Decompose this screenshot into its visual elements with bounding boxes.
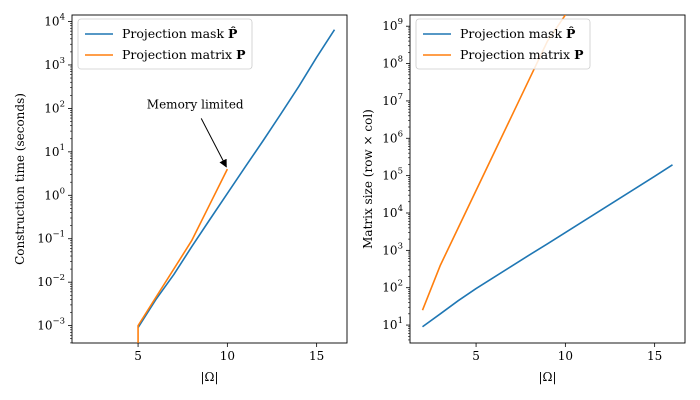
y-axis-label: Matrix size (row × col) xyxy=(361,109,375,249)
x-tick-label: 5 xyxy=(472,349,480,363)
x-tick-label: 15 xyxy=(309,349,324,363)
legend: Projection mask P̂ Projection matrix P xyxy=(77,18,253,70)
y-tick-label: 108 xyxy=(382,55,403,71)
legend-label: Projection matrix P xyxy=(460,47,584,62)
x-axis-label: |Ω| xyxy=(200,370,218,384)
legend: Projection mask P̂ Projection matrix P xyxy=(415,18,591,70)
y-tick-label: 10−2 xyxy=(37,273,65,289)
x-tick-label: 10 xyxy=(220,349,235,363)
y-tick-label: 10−1 xyxy=(37,230,65,246)
y-tick-label: 102 xyxy=(382,279,403,295)
annotation-text: Memory limited xyxy=(147,97,244,111)
x-tick-label: 15 xyxy=(647,349,662,363)
y-tick-label: 101 xyxy=(382,316,403,332)
y-tick-label: 101 xyxy=(44,143,65,159)
y-tick-label: 102 xyxy=(44,99,65,115)
y-tick-label: 104 xyxy=(382,204,403,220)
x-tick-label: 5 xyxy=(134,349,142,363)
series-line-projection-mask xyxy=(422,164,673,328)
y-tick-label: 106 xyxy=(382,129,403,145)
x-tick-label: 10 xyxy=(558,349,573,363)
series-line-projection-matrix xyxy=(137,168,229,343)
legend-label: Projection matrix P xyxy=(122,47,246,62)
legend-label: Projection mask P̂ xyxy=(460,26,576,41)
y-tick-label: 10−3 xyxy=(37,317,65,333)
y-tick-label: 109 xyxy=(382,17,403,33)
legend-label: Projection mask P̂ xyxy=(122,26,238,41)
y-tick-label: 107 xyxy=(382,92,403,108)
x-axis-label: |Ω| xyxy=(538,370,556,384)
y-tick-label: 100 xyxy=(44,186,65,202)
axes-frame xyxy=(71,14,348,344)
right-chart-panel: 5 10 15 101 102 103 104 105 106 107 108 109 |Ω| Matri… xyxy=(361,14,686,384)
annotation-arrow xyxy=(200,118,227,168)
series-line-projection-mask xyxy=(137,29,336,329)
y-axis-label: Construction time (seconds) xyxy=(13,93,27,265)
left-chart-panel: 5 10 15 10−3 10−2 10−1 100 101 102 103 104 |Ω| Const… xyxy=(13,13,348,384)
y-tick-label: 103 xyxy=(382,241,403,257)
y-tick-label: 103 xyxy=(44,56,65,72)
y-tick-label: 105 xyxy=(382,167,403,183)
y-tick-label: 104 xyxy=(44,13,65,29)
